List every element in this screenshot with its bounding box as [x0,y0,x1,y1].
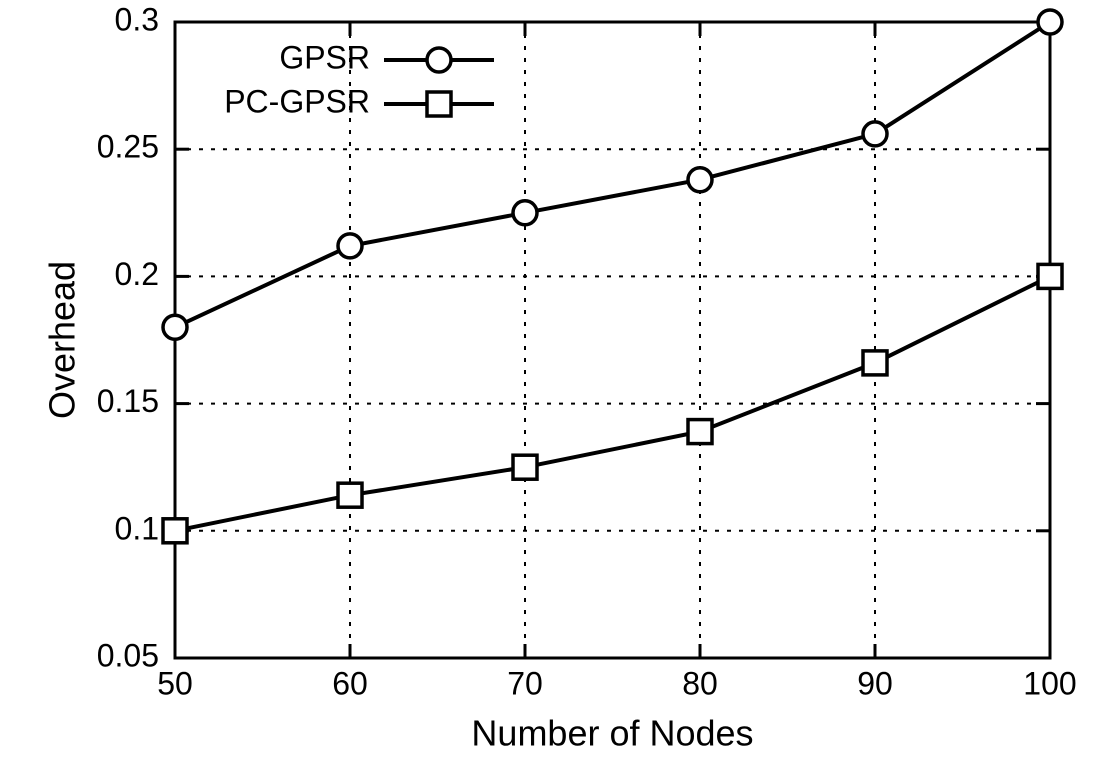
x-tick-label: 80 [682,665,718,701]
marker-square-icon [338,483,362,507]
marker-square-icon [163,519,187,543]
marker-circle-icon [863,122,887,146]
x-tick-label: 90 [857,665,893,701]
y-tick-label: 0.05 [97,637,159,673]
y-tick-label: 0.25 [97,129,159,165]
marker-circle-icon [513,201,537,225]
legend-label: GPSR [279,39,370,75]
marker-square-icon [513,455,537,479]
x-axis-label: Number of Nodes [471,713,753,754]
x-tick-label: 60 [332,665,368,701]
legend-label: PC-GPSR [224,83,370,119]
marker-circle-icon [688,168,712,192]
marker-square-icon [688,420,712,444]
marker-square-icon [863,351,887,375]
y-tick-label: 0.2 [115,256,159,292]
marker-circle-icon [163,315,187,339]
x-tick-label: 50 [157,665,193,701]
x-tick-label: 70 [507,665,543,701]
y-tick-label: 0.3 [115,1,159,37]
x-tick-label: 100 [1023,665,1076,701]
y-axis-label: Overhead [42,261,83,419]
marker-square-icon [427,92,451,116]
line-chart: 50 60 70 80 90 100 0.05 0.1 0.15 0.2 0.25 0.3 Number… [0,0,1107,771]
chart-svg: 50 60 70 80 90 100 0.05 0.1 0.15 0.2 0.25 0.3 Number… [0,0,1107,771]
y-tick-label: 0.1 [115,510,159,546]
marker-circle-icon [427,48,451,72]
y-tick-label: 0.15 [97,383,159,419]
marker-circle-icon [338,234,362,258]
marker-square-icon [1038,264,1062,288]
marker-circle-icon [1038,10,1062,34]
